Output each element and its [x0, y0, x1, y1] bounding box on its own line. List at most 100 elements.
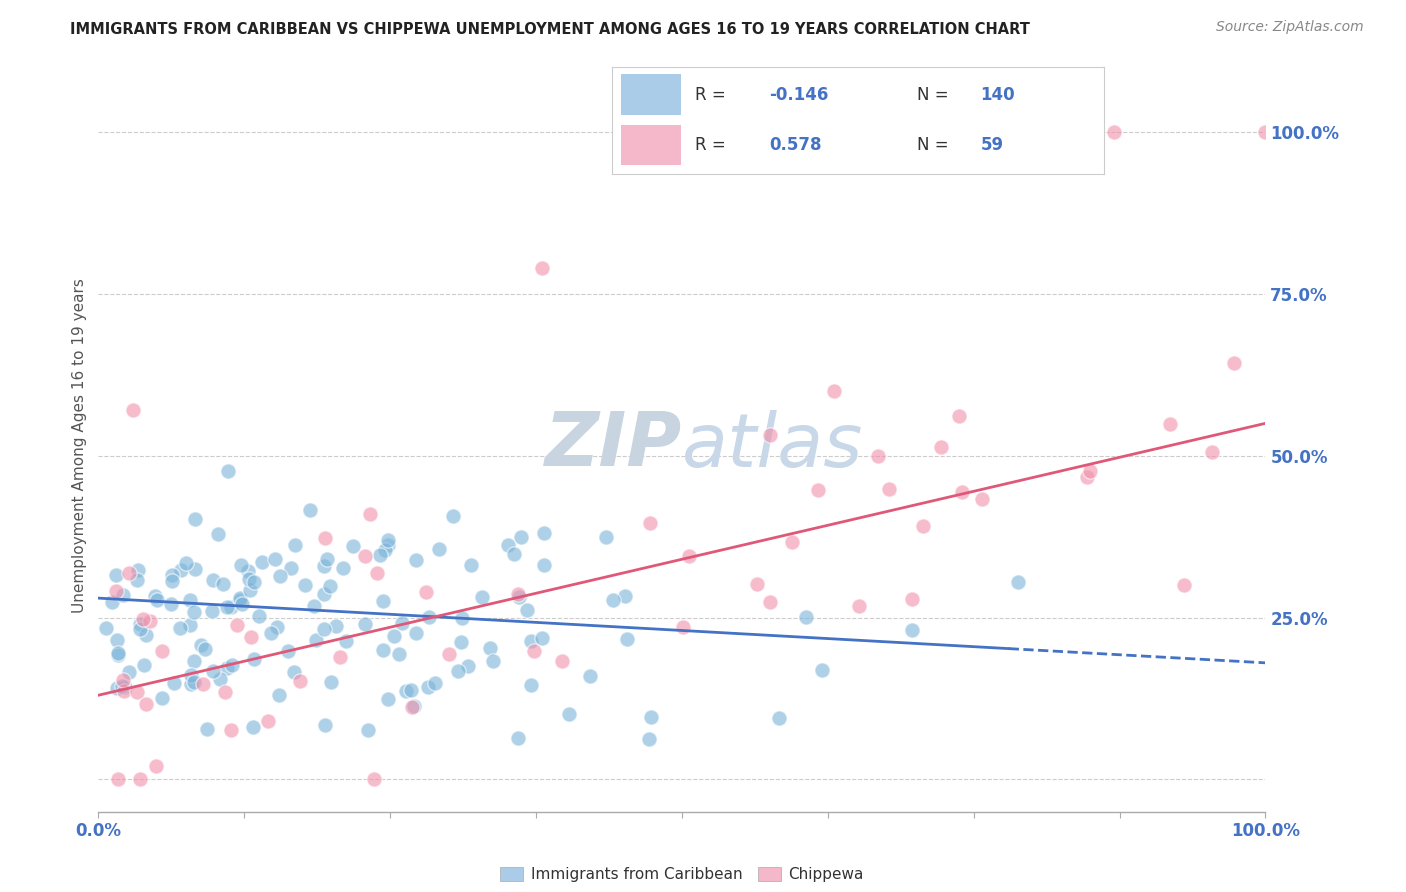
Point	[530, 260, 553, 275]
Point	[866, 449, 889, 463]
Point	[118, 665, 141, 680]
Point	[280, 560, 302, 574]
Point	[125, 573, 148, 587]
Point	[128, 616, 150, 631]
Text: atlas: atlas	[682, 410, 863, 482]
Point	[373, 594, 395, 608]
Point	[299, 502, 322, 516]
Point	[236, 564, 259, 578]
Point	[678, 549, 700, 563]
Point	[672, 620, 695, 634]
Point	[94, 621, 117, 635]
Point	[371, 643, 394, 657]
Point	[370, 548, 392, 562]
Point	[377, 537, 399, 551]
Point	[242, 574, 264, 589]
Point	[190, 638, 212, 652]
Point	[145, 759, 167, 773]
Point	[482, 654, 505, 668]
Point	[1076, 469, 1098, 483]
Point	[794, 609, 817, 624]
Point	[111, 679, 134, 693]
Point	[519, 633, 541, 648]
Point	[900, 623, 922, 637]
Point	[163, 676, 186, 690]
Point	[105, 633, 128, 648]
Text: ZIP: ZIP	[544, 409, 682, 483]
Point	[377, 691, 399, 706]
Point	[745, 577, 768, 591]
Point	[377, 533, 399, 547]
Point	[302, 599, 325, 613]
Point	[183, 674, 205, 689]
Point	[260, 625, 283, 640]
Point	[530, 631, 553, 645]
Point	[226, 617, 249, 632]
Point	[150, 691, 173, 706]
Text: Source: ZipAtlas.com: Source: ZipAtlas.com	[1216, 20, 1364, 34]
Text: N =: N =	[917, 136, 948, 154]
Point	[319, 579, 342, 593]
Point	[441, 509, 464, 524]
Point	[127, 564, 149, 578]
Bar	[621, 74, 681, 115]
Point	[948, 409, 970, 423]
Point	[388, 647, 411, 661]
Point	[354, 549, 377, 563]
Point	[877, 482, 900, 496]
Point	[363, 772, 385, 787]
Text: 140: 140	[980, 86, 1015, 103]
Point	[312, 558, 335, 573]
Point	[354, 617, 377, 632]
Point	[125, 685, 148, 699]
Point	[277, 644, 299, 658]
Point	[160, 574, 183, 588]
Point	[105, 681, 128, 695]
Point	[811, 663, 834, 677]
Point	[214, 685, 236, 699]
Point	[496, 538, 519, 552]
Point	[506, 731, 529, 746]
Point	[294, 578, 316, 592]
Point	[139, 614, 162, 628]
Point	[447, 664, 470, 678]
Point	[638, 516, 661, 530]
Legend: Immigrants from Caribbean, Chippewa: Immigrants from Caribbean, Chippewa	[494, 861, 870, 888]
Point	[780, 535, 803, 549]
Point	[758, 427, 780, 442]
Point	[256, 714, 278, 728]
Point	[284, 538, 307, 552]
Point	[558, 707, 581, 722]
Point	[162, 568, 184, 582]
Point	[516, 603, 538, 617]
Point	[135, 628, 157, 642]
Point	[179, 618, 201, 632]
Point	[423, 675, 446, 690]
Point	[418, 610, 440, 624]
Point	[122, 403, 145, 417]
Point	[143, 589, 166, 603]
Point	[1254, 125, 1277, 139]
Point	[366, 566, 388, 580]
Y-axis label: Unemployment Among Ages 16 to 19 years: Unemployment Among Ages 16 to 19 years	[72, 278, 87, 614]
Point	[243, 652, 266, 666]
Point	[107, 648, 129, 663]
Point	[183, 605, 205, 619]
Point	[457, 659, 479, 673]
Point	[238, 572, 260, 586]
Point	[460, 558, 482, 572]
Point	[101, 595, 124, 609]
Point	[637, 732, 659, 747]
Point	[229, 593, 252, 607]
Point	[502, 547, 524, 561]
Point	[183, 654, 205, 668]
Point	[335, 633, 357, 648]
Point	[283, 665, 305, 679]
Point	[112, 683, 135, 698]
Point	[111, 588, 134, 602]
Point	[1078, 464, 1101, 478]
Point	[508, 590, 530, 604]
Point	[329, 650, 352, 665]
Text: R =: R =	[695, 136, 725, 154]
Point	[105, 568, 128, 582]
